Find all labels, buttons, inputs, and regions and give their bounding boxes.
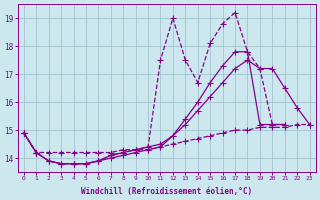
- X-axis label: Windchill (Refroidissement éolien,°C): Windchill (Refroidissement éolien,°C): [81, 187, 252, 196]
